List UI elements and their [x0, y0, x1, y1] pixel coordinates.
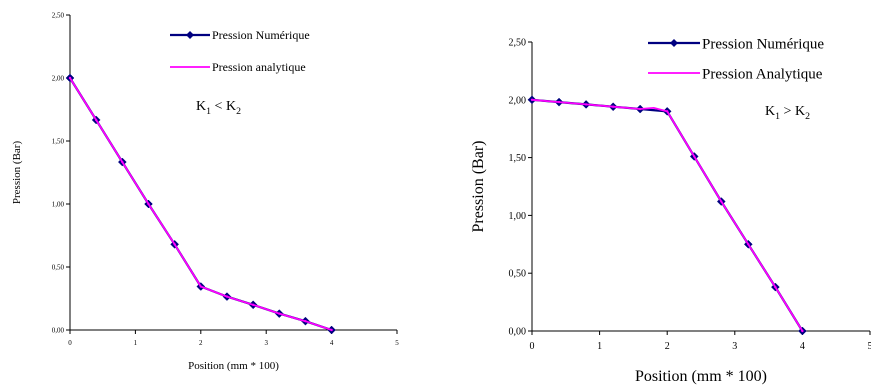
- chart1-series-2-point: [173, 243, 176, 246]
- chart2-series-1-line: [531, 98, 804, 332]
- chart2-annotation: K1 > K2: [765, 104, 810, 122]
- chart1-series-2-point: [94, 118, 98, 122]
- chart2-series-2-point: [584, 103, 588, 106]
- chart2-series-2-line: [531, 98, 804, 332]
- chart2-x-tick-label: 3: [732, 341, 737, 352]
- chart2-x-axis-title: Position (mm * 100): [635, 368, 767, 385]
- chart1-x-tick-label: 5: [395, 339, 399, 347]
- chart2-series-2-point: [557, 100, 561, 104]
- chart2-legend-1-marker: [670, 39, 678, 47]
- chart1-y-tick-label: 1,00: [52, 200, 65, 208]
- chart1-annotation: K1 < K2: [196, 99, 241, 117]
- chart1-legend-1-marker: [186, 31, 194, 39]
- chart1-x-tick-label: 2: [199, 339, 203, 347]
- chart1-series-2-point: [304, 319, 307, 323]
- chart1-series-2-point: [121, 160, 124, 164]
- chart2-y-tick-label: 2,50: [509, 38, 527, 49]
- chart2-series-2-point: [774, 285, 777, 289]
- chart1-y-tick-label: 2,00: [52, 74, 65, 82]
- chart2-y-tick-label: 1,50: [509, 153, 527, 164]
- chart1-y-tick-label: 0,00: [52, 326, 65, 334]
- chart2-y-tick-label: 2,00: [509, 95, 527, 106]
- chart2-series-2-point: [693, 155, 696, 158]
- chart2-x-tick-label: 0: [530, 341, 535, 352]
- chart1-legend-2-label: Pression analytique: [212, 60, 306, 74]
- chart1-legend-1-label: Pression Numérique: [212, 28, 310, 42]
- chart2-x-tick-label: 2: [665, 341, 670, 352]
- chart1-y-tick-label: 0,50: [52, 263, 65, 271]
- chart1-series-2-point: [147, 202, 150, 206]
- chart1-y-tick-label: 1,50: [52, 137, 65, 145]
- chart1-series-2-point: [251, 303, 255, 306]
- chart2-x-tick-label: 4: [800, 341, 805, 352]
- chart1-x-tick-label: 0: [68, 339, 72, 347]
- chart1-series-2-line: [69, 77, 332, 331]
- chart1-x-axis-title: Position (mm * 100): [188, 360, 279, 372]
- chart1-series-2-point: [68, 76, 72, 80]
- chart2-y-tick-label: 0,50: [509, 269, 527, 280]
- chart2-series-2-point: [801, 329, 804, 333]
- chart2-y-tick-label: 1,00: [509, 211, 527, 222]
- chart1-x-tick-label: 4: [330, 339, 334, 347]
- chart1-series-1-line: [69, 77, 332, 332]
- chart2-x-tick-label: 1: [597, 341, 602, 352]
- chart1-x-tick-label: 3: [264, 339, 268, 347]
- chart2-series-2-point: [530, 98, 534, 102]
- chart1-y-axis-title: Pression (Bar): [11, 141, 23, 205]
- chart2-series-2-point: [611, 105, 615, 108]
- chart1-series-2-point: [199, 285, 202, 288]
- chart2-series-2-point: [720, 200, 723, 203]
- chart1-series-2-point: [278, 312, 281, 315]
- chart2-y-axis-title: Pression (Bar): [470, 141, 487, 233]
- chart2-x-tick-label: 5: [868, 341, 871, 352]
- chart2-series-2-point: [666, 110, 669, 113]
- chart2-y-tick-label: 0,00: [509, 327, 527, 338]
- chart1-y-tick-label: 2,50: [52, 11, 65, 19]
- chart2-legend-1-label: Pression Numérique: [702, 36, 824, 52]
- chart2-series-2-point: [638, 107, 642, 111]
- chart1-series-2-point: [330, 328, 333, 332]
- chart2-legend-2-label: Pression Analytique: [702, 66, 823, 82]
- chart2-series-2-point: [747, 243, 750, 246]
- chart1-series-2-point: [225, 295, 229, 298]
- chart1-x-tick-label: 1: [134, 339, 138, 347]
